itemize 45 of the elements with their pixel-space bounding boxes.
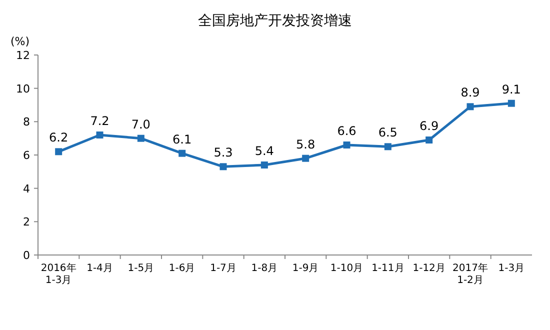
point bbox=[302, 154, 310, 162]
x-tick-label: 1-5月 bbox=[128, 263, 154, 274]
data-label: 6.6 bbox=[337, 124, 356, 138]
data-label: 5.3 bbox=[214, 146, 233, 160]
data-label: 6.9 bbox=[420, 119, 439, 133]
x-tick-label: 1-6月 bbox=[168, 263, 196, 274]
point bbox=[220, 163, 227, 170]
x-tick-label: 1-10月 bbox=[330, 263, 364, 274]
x-tick-label: 2017年 1-2月 bbox=[452, 262, 488, 286]
y-tick-label: 10 bbox=[16, 82, 30, 96]
point bbox=[96, 132, 104, 138]
x-tick-label: 1-4月 bbox=[86, 263, 113, 274]
x-tick-label: 1-7月 bbox=[210, 263, 236, 274]
data-label: 6.5 bbox=[378, 126, 398, 140]
y-tick-label: 2 bbox=[23, 216, 30, 229]
x-tick-label: 1-12月 bbox=[412, 263, 446, 274]
x-tick-label: 2016年 1-3月 bbox=[40, 262, 76, 286]
point bbox=[508, 100, 515, 107]
data-label: 6.1 bbox=[172, 132, 192, 146]
data-label: 8.9 bbox=[460, 86, 480, 100]
y-tick-label: 0 bbox=[23, 249, 30, 262]
y-tick-label: 6 bbox=[23, 149, 30, 162]
data-label: 5.4 bbox=[254, 144, 274, 158]
data-label: 9.1 bbox=[502, 82, 521, 96]
point bbox=[260, 162, 268, 168]
data-label: 7.2 bbox=[90, 114, 110, 128]
point bbox=[384, 143, 392, 150]
data-label: 6.2 bbox=[49, 130, 68, 145]
data-label: 7.0 bbox=[131, 117, 150, 132]
y-tick-label: 8 bbox=[23, 116, 30, 129]
data-label: 5.8 bbox=[296, 137, 316, 152]
chart-title: 全国房地产开发投资增速 bbox=[198, 13, 352, 29]
x-tick-label: 1-9月 bbox=[292, 263, 319, 274]
x-tick-label: 1-8月 bbox=[251, 263, 278, 274]
point bbox=[343, 142, 350, 148]
point bbox=[426, 136, 433, 144]
point bbox=[466, 103, 474, 110]
x-tick-label: 1-11月 bbox=[372, 263, 404, 274]
y-tick-label: 4 bbox=[23, 182, 30, 196]
point bbox=[178, 150, 186, 157]
x-tick-label: 1-3月 bbox=[498, 263, 525, 274]
y-tick-label: 12 bbox=[16, 49, 30, 62]
y-axis-title: (%) bbox=[10, 35, 30, 48]
point bbox=[137, 134, 144, 142]
point bbox=[55, 148, 62, 156]
